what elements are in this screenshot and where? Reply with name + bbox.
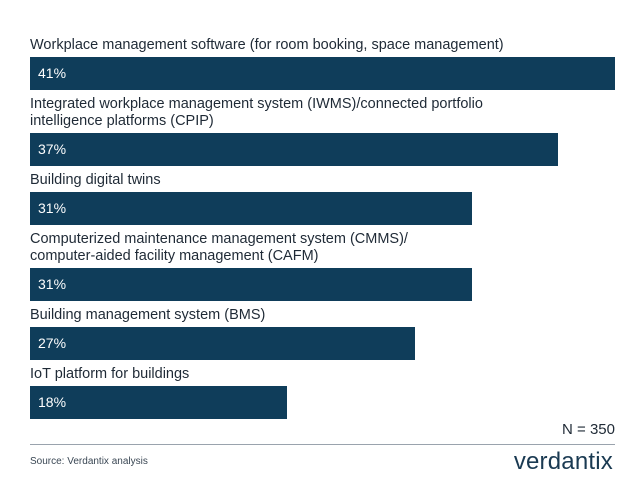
bar: 31% <box>30 192 472 225</box>
bar-value-label: 41% <box>38 65 67 81</box>
bar-value-label: 27% <box>38 335 67 351</box>
bar-value-label: 18% <box>38 394 67 410</box>
bar: 18% <box>30 386 287 419</box>
bar: 37% <box>30 133 558 166</box>
category-label: IoT platform for buildings <box>30 366 190 382</box>
category-label: Workplace management software (for room … <box>30 37 504 53</box>
bar-value-label: 37% <box>38 141 67 157</box>
bar-value-label: 31% <box>38 276 67 292</box>
footer-divider <box>30 444 615 445</box>
category-label: Computerized maintenance management syst… <box>30 231 408 264</box>
bar-chart: Workplace management software (for room … <box>30 37 615 419</box>
category-label: Building management system (BMS) <box>30 307 266 323</box>
bar: 27% <box>30 327 415 360</box>
verdantix-logo: verdantix <box>513 448 613 475</box>
category-label: Integrated workplace management system (… <box>30 96 483 129</box>
bar-value-label: 31% <box>38 200 67 216</box>
bar: 31% <box>30 268 472 301</box>
category-label: Building digital twins <box>30 172 161 188</box>
sample-size-label: N = 350 <box>562 421 615 438</box>
bar: 41% <box>30 57 615 90</box>
source-note: Source: Verdantix analysis <box>30 456 148 467</box>
